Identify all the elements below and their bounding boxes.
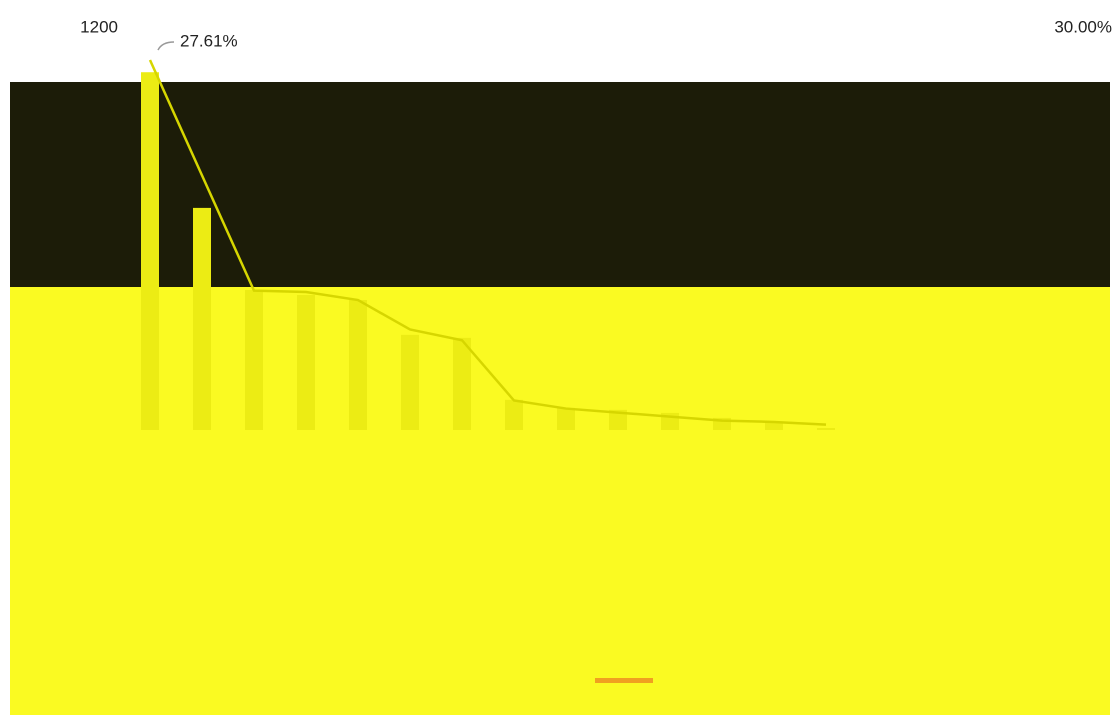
bar: [453, 337, 471, 430]
data-label: 27.61%: [180, 32, 238, 51]
bar: [245, 289, 263, 430]
y2-tick-label: 30.00%: [1054, 17, 1112, 36]
line: [148, 59, 827, 426]
bar: [141, 72, 159, 430]
bar: [505, 399, 523, 430]
bar: [765, 422, 783, 430]
y-tick-label: 1200: [80, 17, 118, 36]
bar: [609, 409, 627, 430]
bar: [297, 294, 315, 430]
glitch-block-yellow: [10, 287, 1110, 715]
bar: [193, 207, 211, 430]
label-leader: [157, 41, 175, 51]
glitch-artifact: [595, 678, 653, 683]
bar: [401, 334, 419, 430]
bar: [557, 407, 575, 430]
bar: [349, 300, 367, 430]
bar: [817, 427, 835, 430]
